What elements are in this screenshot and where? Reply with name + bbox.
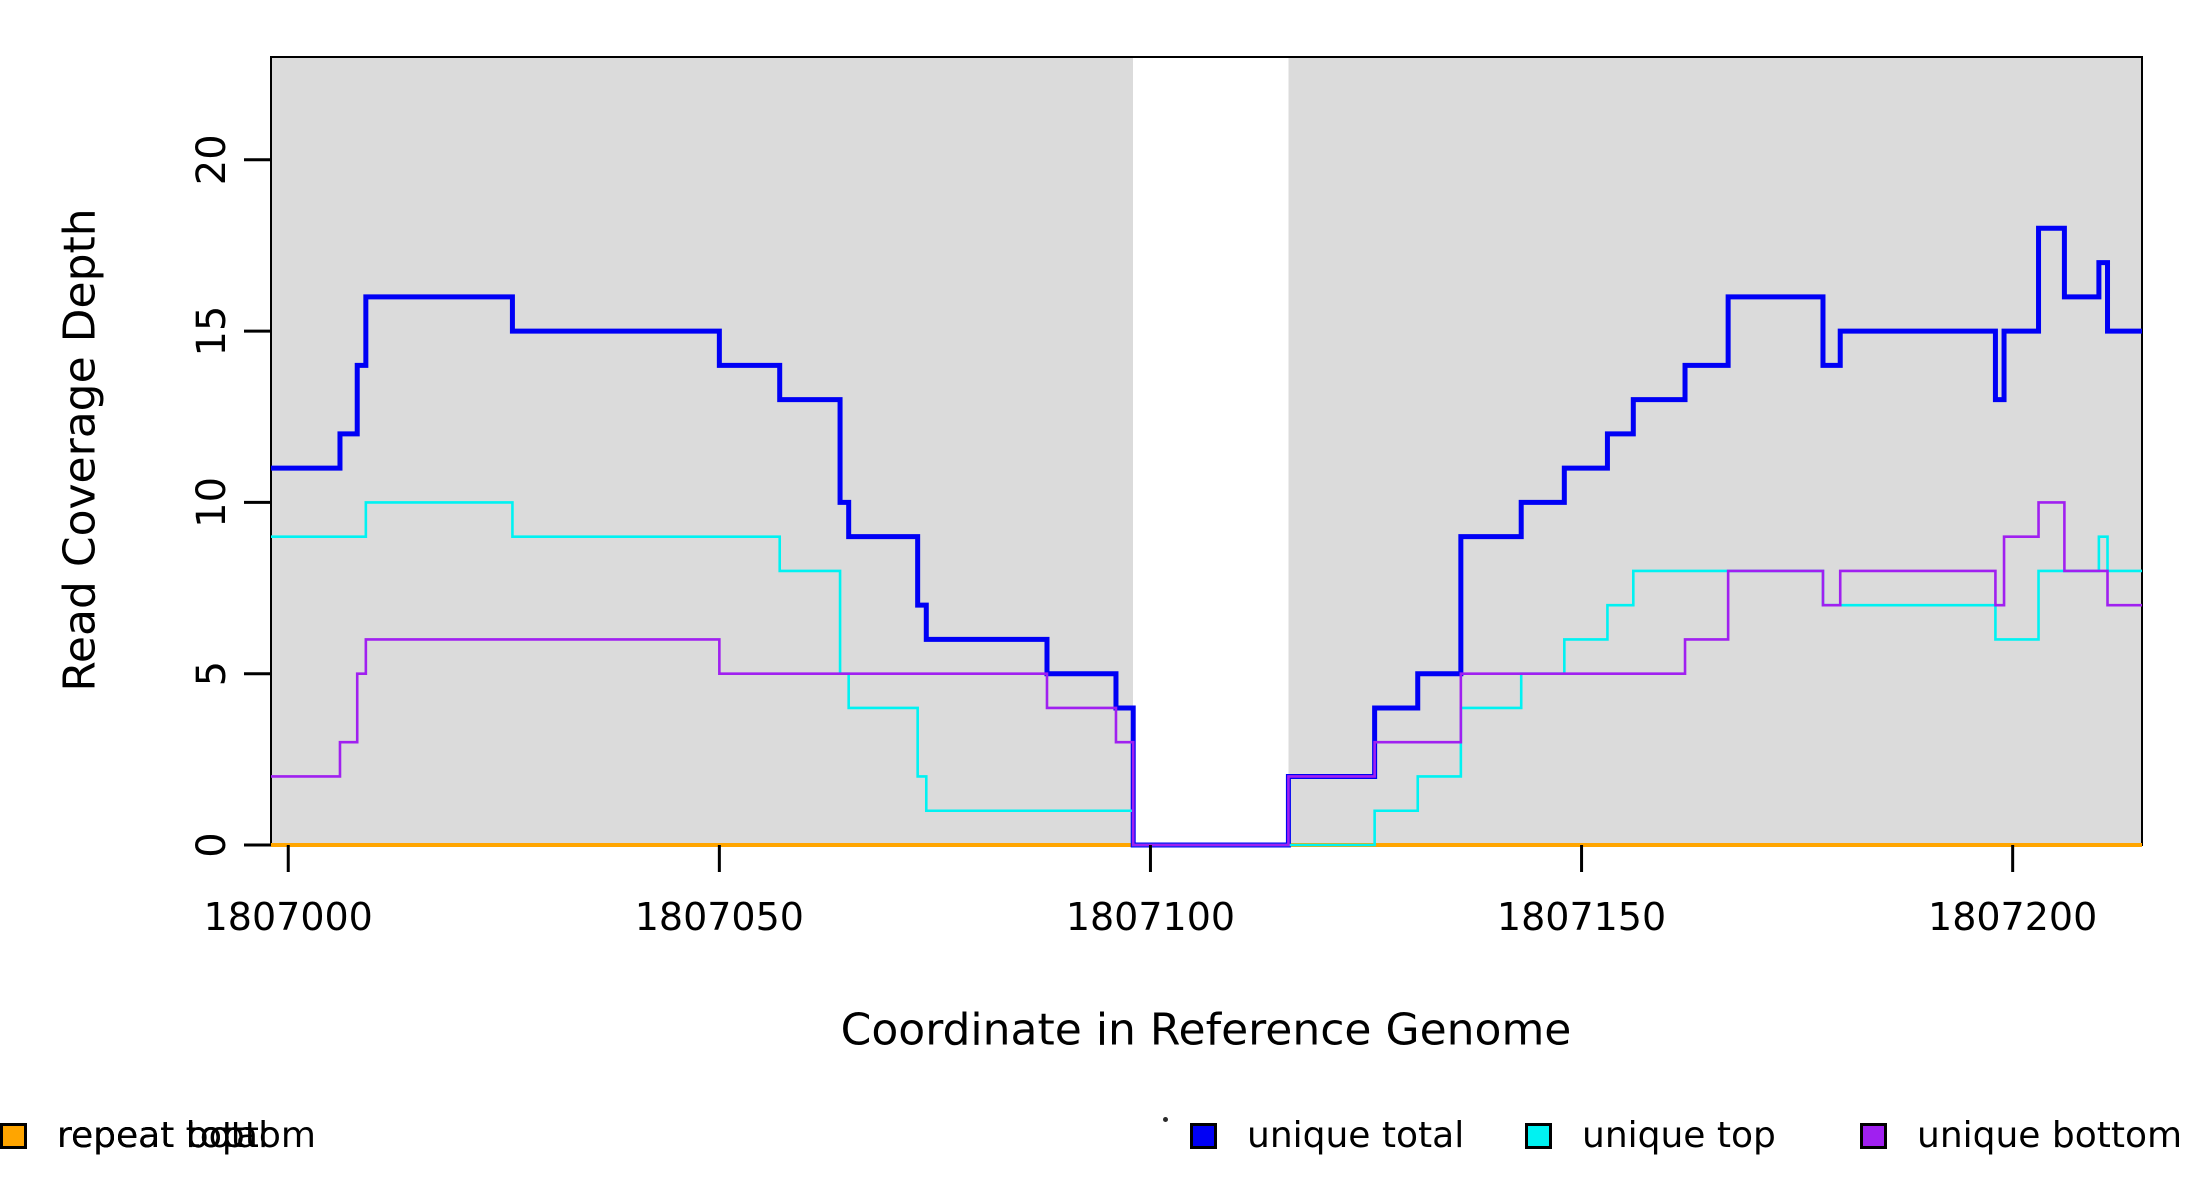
legend-label: unique bottom — [1917, 1115, 2183, 1156]
series-line-unique-bottom — [271, 501, 2142, 847]
x-tick-label: 1807000 — [204, 895, 373, 939]
legend-item-unique-top: unique top — [1525, 1116, 1776, 1156]
y-tick-label: 15 — [189, 306, 235, 357]
legend-label: unique total — [1247, 1115, 1465, 1156]
x-tick-label: 1807050 — [635, 895, 804, 939]
x-tick-label: 1807100 — [1066, 895, 1235, 939]
y-axis-title: Read Coverage Depth — [54, 208, 106, 692]
legend-label: unique top — [1582, 1115, 1776, 1156]
x-tick-label: 1807200 — [1928, 895, 2097, 939]
legend-label: repeat total — [57, 1115, 269, 1156]
unique-bottom-swatch-icon — [1860, 1123, 1887, 1149]
y-tick-label: 10 — [189, 477, 235, 528]
shaded-region — [271, 57, 1134, 845]
series-line-unique-total — [271, 225, 2142, 848]
y-tick-label: 5 — [189, 661, 235, 686]
legend-label: repeat bottom — [57, 1115, 316, 1156]
legend-label: repeat top — [57, 1115, 245, 1156]
x-axis-title: Coordinate in Reference Genome — [840, 1004, 1572, 1056]
stray-mark — [1163, 1117, 1168, 1122]
repeat-bottom-swatch-icon — [0, 1123, 27, 1149]
legend-item-unique-total: unique total — [1190, 1116, 1464, 1156]
x-tick-label: 1807150 — [1497, 895, 1666, 939]
legend-item-repeat-bottom: repeat bottom — [0, 1116, 316, 1156]
y-tick-label: 0 — [189, 832, 235, 857]
legend-item-unique-bottom: unique bottom — [1860, 1116, 2182, 1156]
unique-top-swatch-icon — [1525, 1123, 1552, 1149]
shaded-region — [1133, 57, 1289, 845]
series-line-unique-top — [271, 501, 2142, 847]
y-tick-label: 20 — [189, 134, 235, 185]
shaded-region — [1288, 57, 2142, 845]
unique-total-swatch-icon — [1190, 1123, 1217, 1149]
